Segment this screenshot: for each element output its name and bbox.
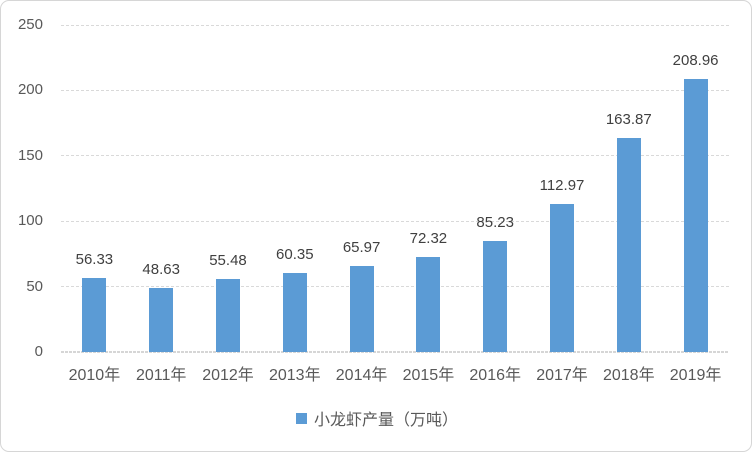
bar-2013年 bbox=[282, 273, 307, 352]
x-axis-category-label: 2016年 bbox=[469, 367, 521, 384]
bar-2016年 bbox=[483, 240, 508, 352]
y-axis-tick-label: 0 bbox=[34, 343, 43, 360]
bar-value-label: 163.87 bbox=[605, 110, 652, 128]
gridline-200 bbox=[61, 89, 729, 91]
y-axis-tick-label: 150 bbox=[17, 146, 43, 164]
bar-2019年 bbox=[683, 78, 708, 352]
bar-2015年 bbox=[416, 257, 441, 352]
bar-2014年 bbox=[349, 265, 374, 352]
bar-value-label: 48.63 bbox=[142, 261, 180, 279]
legend: 小龙虾产量（万吨） bbox=[1, 407, 751, 429]
x-axis-category-label: 2010年 bbox=[68, 367, 121, 384]
bar-value-label: 208.96 bbox=[672, 51, 719, 69]
bar-value-label: 112.97 bbox=[539, 177, 585, 195]
y-axis-tick-label: 250 bbox=[17, 16, 43, 33]
bar-2018年 bbox=[616, 137, 641, 352]
gridline-250 bbox=[61, 24, 729, 26]
bar-value-label: 56.33 bbox=[75, 251, 114, 269]
gridline-150 bbox=[61, 155, 729, 157]
x-axis-category-label: 2011年 bbox=[135, 367, 187, 384]
bar-value-label: 65.97 bbox=[342, 238, 381, 256]
gridline-50 bbox=[61, 286, 729, 288]
bar-value-label: 60.35 bbox=[276, 246, 314, 264]
bar-value-label: 85.23 bbox=[476, 213, 514, 231]
y-axis-tick-label: 100 bbox=[17, 212, 43, 230]
x-axis-category-label: 2019年 bbox=[669, 367, 722, 384]
x-axis-category-label: 2014年 bbox=[335, 367, 388, 384]
legend-swatch-icon bbox=[295, 412, 307, 424]
x-axis-category-label: 2012年 bbox=[202, 367, 254, 384]
x-axis-category-label: 2013年 bbox=[268, 367, 321, 384]
x-axis-category-label: 2015年 bbox=[402, 367, 455, 384]
bar-2012年 bbox=[216, 279, 240, 352]
legend-label: 小龙虾产量（万吨） bbox=[313, 412, 458, 429]
y-axis-tick-label: 50 bbox=[26, 277, 43, 295]
bar-2010年 bbox=[82, 278, 107, 352]
y-axis-tick-label: 200 bbox=[17, 81, 43, 99]
bar-value-label: 55.48 bbox=[209, 252, 247, 270]
x-axis-category-label: 2017年 bbox=[536, 367, 588, 384]
bar-2017年 bbox=[550, 204, 574, 352]
gridline-100 bbox=[61, 220, 729, 222]
x-axis-category-label: 2018年 bbox=[602, 367, 655, 384]
bar-2011年 bbox=[149, 288, 174, 352]
bar-value-label: 72.32 bbox=[409, 230, 448, 248]
x-axis-line bbox=[61, 351, 729, 353]
